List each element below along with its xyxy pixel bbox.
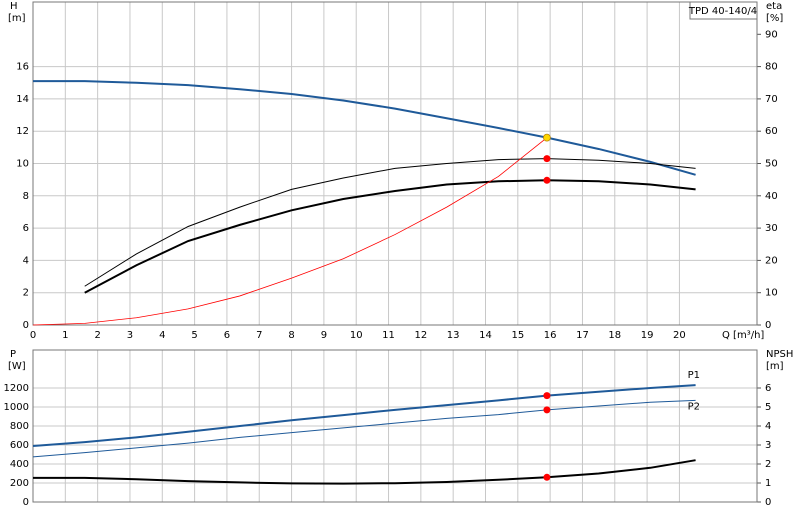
y-axis-title: P [10, 349, 16, 360]
x-tick-label: 0 [30, 330, 36, 341]
y-axis-unit: [m] [8, 13, 26, 24]
curve [33, 459, 696, 485]
y-tick-label: 0 [23, 497, 29, 508]
y-tick-label: 2 [23, 288, 29, 299]
y-tick-label: 1200 [4, 383, 29, 394]
title-box [689, 1, 758, 20]
y2-axis-title: NPSH [766, 349, 793, 360]
y-tick-label: 16 [16, 62, 29, 73]
curve [32, 399, 696, 458]
x-tick-label: 5 [191, 330, 197, 341]
x-tick-label: 15 [511, 330, 524, 341]
x-tick-label: 13 [447, 330, 460, 341]
x-tick-label: 16 [544, 330, 557, 341]
x-tick-label: 14 [479, 330, 492, 341]
curve [32, 137, 548, 326]
operating-point [543, 406, 551, 414]
y2-tick-label: 3 [765, 440, 771, 451]
x-axis-title: Q [m³/h] [722, 330, 764, 341]
curve [84, 158, 696, 287]
y2-tick-label: 1 [765, 478, 771, 489]
curve [32, 384, 696, 447]
operating-point [543, 473, 551, 481]
x-tick-label: 10 [350, 330, 363, 341]
y2-tick-label: 50 [765, 159, 778, 170]
x-tick-label: 17 [576, 330, 589, 341]
y-tick-label: 800 [10, 421, 29, 432]
x-tick-label: 7 [256, 330, 262, 341]
operating-point [543, 155, 551, 163]
curve [84, 179, 696, 294]
y2-tick-label: 20 [765, 255, 778, 266]
y-tick-label: 400 [10, 459, 29, 470]
x-tick-label: 19 [641, 330, 654, 341]
y-tick-label: 200 [10, 478, 29, 489]
y2-tick-label: 0 [765, 497, 771, 508]
x-tick-label: 2 [94, 330, 100, 341]
y-axis-unit: [W] [8, 361, 26, 372]
curve [33, 80, 696, 176]
y-tick-label: 12 [16, 126, 29, 137]
operating-point [543, 176, 551, 184]
x-tick-label: 1 [62, 330, 68, 341]
y2-tick-label: 80 [765, 62, 778, 73]
x-tick-label: 11 [382, 330, 395, 341]
y-tick-label: 4 [23, 255, 29, 266]
y-tick-label: 10 [16, 159, 29, 170]
x-tick-label: 20 [673, 330, 686, 341]
x-tick-label: 4 [159, 330, 165, 341]
y2-axis-unit: [%] [766, 13, 783, 24]
y2-tick-label: 2 [765, 459, 771, 470]
y2-axis-title: eta [766, 1, 782, 12]
y-tick-label: 6 [23, 223, 29, 234]
series-label: P2 [688, 401, 700, 412]
operating-point [543, 392, 551, 400]
y2-tick-label: 30 [765, 223, 778, 234]
x-tick-label: 12 [414, 330, 427, 341]
y-axis-title: H [10, 1, 18, 12]
x-tick-label: 18 [608, 330, 621, 341]
x-tick-label: 9 [321, 330, 327, 341]
operating-point [543, 133, 551, 142]
y2-tick-label: 40 [765, 191, 778, 202]
y-tick-label: 8 [23, 191, 29, 202]
x-tick-label: 3 [127, 330, 133, 341]
y2-tick-label: 10 [765, 288, 778, 299]
y-tick-label: 1000 [4, 402, 29, 413]
y2-tick-label: 4 [765, 421, 771, 432]
series-label: P1 [688, 370, 700, 381]
y2-tick-label: 5 [765, 402, 771, 413]
y-tick-label: 0 [23, 320, 29, 331]
x-tick-label: 8 [288, 330, 294, 341]
y-tick-label: 14 [16, 94, 29, 105]
y2-tick-label: 0 [765, 320, 771, 331]
y2-tick-label: 70 [765, 94, 778, 105]
y2-tick-label: 6 [765, 383, 771, 394]
y2-tick-label: 60 [765, 126, 778, 137]
plot-frame [32, 349, 758, 503]
y2-tick-label: 90 [765, 29, 778, 40]
chart-title: TPD 40-140/4 [688, 6, 757, 17]
plot-frame [32, 1, 758, 326]
x-tick-label: 6 [224, 330, 230, 341]
y-tick-label: 600 [10, 440, 29, 451]
y2-axis-unit: [m] [766, 361, 784, 372]
